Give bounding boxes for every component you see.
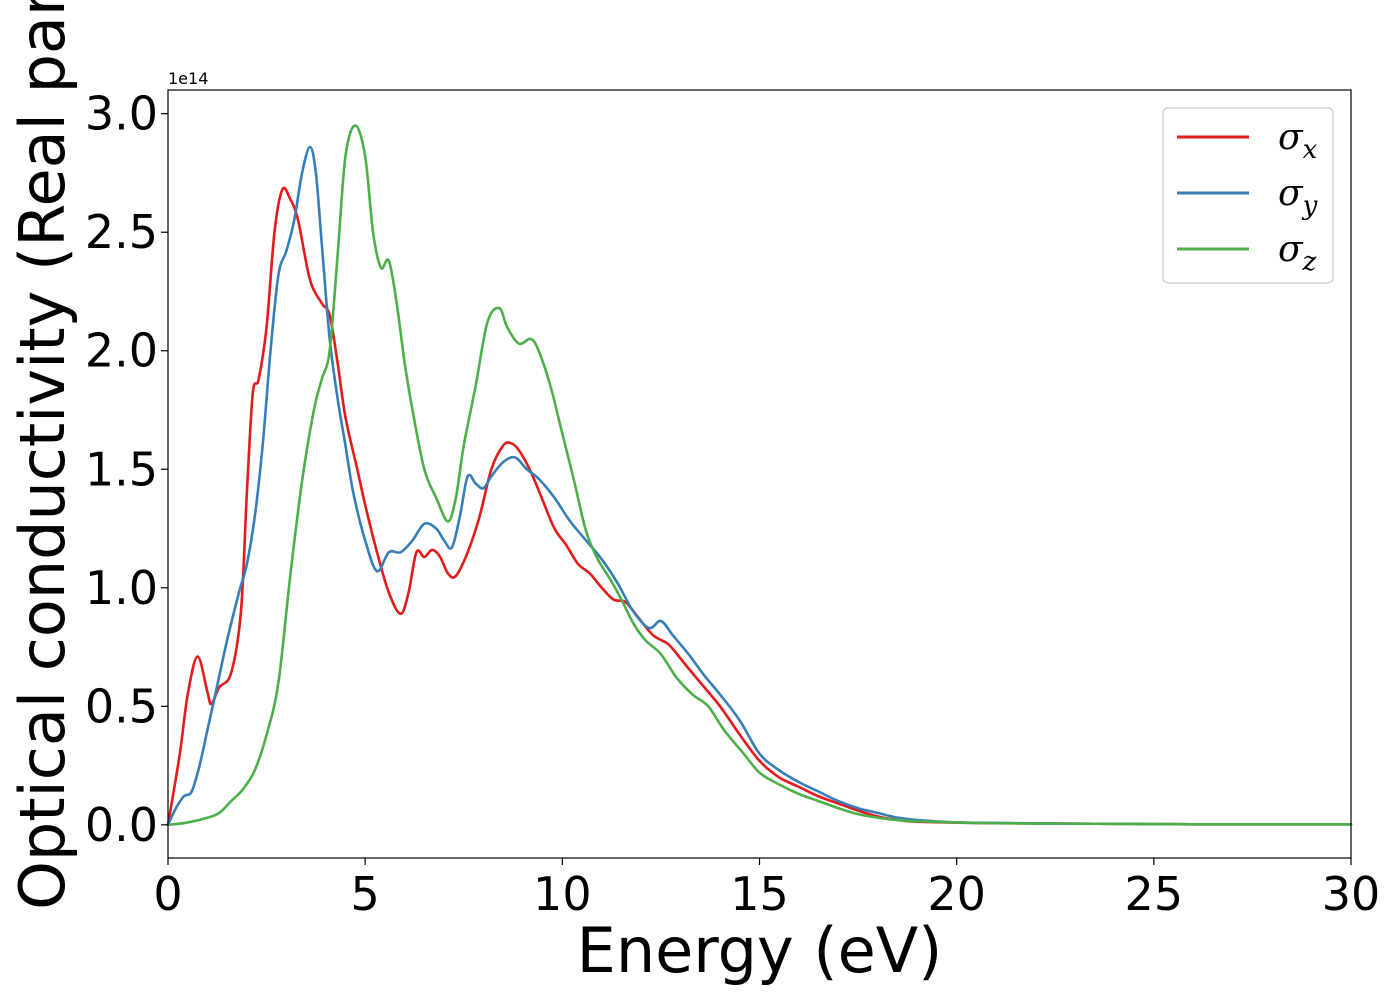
x-tick-label: 5 xyxy=(351,867,380,921)
series-line-z xyxy=(166,124,1353,827)
x-tick-label: 20 xyxy=(927,867,986,921)
y-tick-label: 2.0 xyxy=(85,324,158,378)
plot-lines xyxy=(166,124,1353,827)
legend-label-z: σz xyxy=(1278,229,1317,277)
x-tick-label: 25 xyxy=(1125,867,1184,921)
y-axis-ticks: 0.0 0.5 1.0 1.5 2.0 2.5 3.0 xyxy=(85,87,168,852)
y-tick-label: 0.5 xyxy=(85,679,158,733)
y-tick-label: 0.0 xyxy=(85,798,158,852)
x-tick-label: 30 xyxy=(1322,867,1381,921)
y-tick-label: 2.5 xyxy=(85,205,158,259)
y-tick-label: 3.0 xyxy=(85,87,158,141)
x-axis-title: Energy (eV) xyxy=(577,914,943,987)
y-axis-title: Optical conductivity (Real part) xyxy=(6,0,79,910)
x-tick-label: 0 xyxy=(153,867,182,921)
x-axis-ticks: 0 5 10 15 20 25 30 xyxy=(153,858,1380,921)
y-tick-label: 1.5 xyxy=(85,442,158,496)
legend-box xyxy=(1162,107,1334,284)
x-tick-label: 15 xyxy=(730,867,789,921)
y-tick-label: 1.0 xyxy=(85,561,158,615)
y-offset-label: 1e14 xyxy=(168,69,208,88)
series-line-y xyxy=(166,145,1353,827)
x-tick-label: 10 xyxy=(533,867,592,921)
